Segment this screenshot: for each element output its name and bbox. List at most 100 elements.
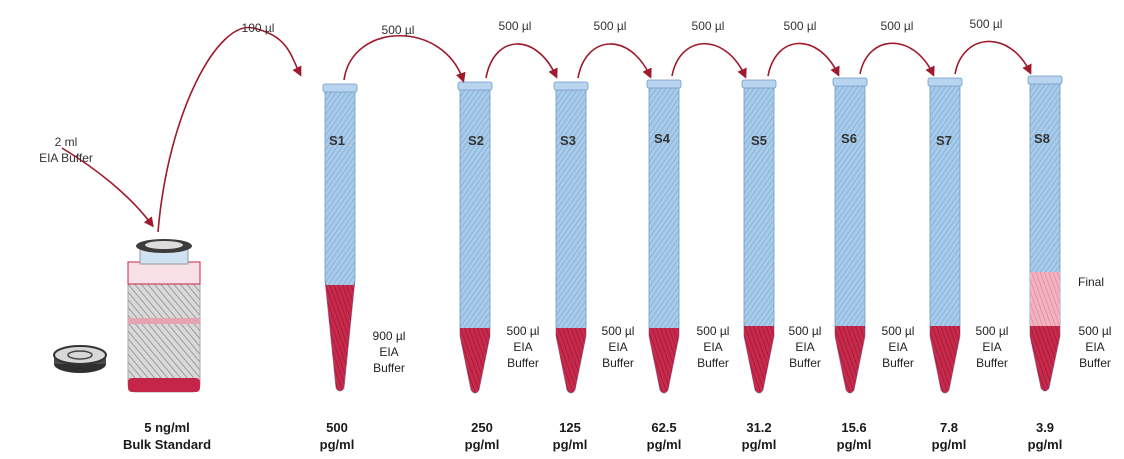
input-buffer-label: EIA Buffer (39, 151, 93, 165)
transfer-label-6: 500 µl (783, 19, 817, 33)
conc-unit-s4: pg/ml (646, 437, 682, 452)
buffer-vol-s4: 500 µl (696, 324, 730, 338)
tube-8 (1027, 75, 1063, 392)
buffer-l1-s5: EIA (795, 340, 815, 354)
conc-value-s2: 250 (471, 420, 493, 435)
tube-1 (322, 83, 358, 392)
tube-3 (553, 81, 589, 394)
tube-name-s5: S5 (751, 133, 767, 148)
buffer-l1-s3: EIA (608, 340, 628, 354)
buffer-l1-s2: EIA (513, 340, 533, 354)
tube-liquid (325, 280, 355, 391)
buffer-vol-s6: 500 µl (881, 324, 915, 338)
transfer-arrow-3 (485, 43, 558, 79)
tube-5 (741, 79, 777, 394)
conc-value-s4: 62.5 (651, 420, 677, 435)
tube-liquid (649, 328, 679, 393)
transfer-label-7: 500 µl (880, 19, 914, 33)
tube-liquid (460, 328, 490, 393)
tube-name-s7: S7 (936, 133, 952, 148)
buffer-l1-s6: EIA (888, 340, 908, 354)
tube-name-s3: S3 (560, 133, 576, 148)
tube-2 (457, 81, 493, 394)
conc-unit-s1: pg/ml (319, 437, 355, 452)
tube-liquid (556, 328, 586, 393)
tube-name-s4: S4 (654, 131, 670, 146)
tube-4 (646, 79, 682, 394)
buffer-l2-s3: Buffer (602, 356, 634, 370)
bulk-name-label: Bulk Standard (122, 437, 212, 452)
conc-value-s1: 500 (326, 420, 348, 435)
tube-name-s8: S8 (1034, 131, 1050, 146)
conc-unit-s3: pg/ml (552, 437, 588, 452)
transfer-arrows-group (157, 26, 1032, 233)
tube-name-s2: S2 (468, 133, 484, 148)
buffer-vol-s2: 500 µl (506, 324, 540, 338)
buffer-l1-s7: EIA (982, 340, 1002, 354)
transfer-arrow-5 (671, 42, 747, 79)
buffer-l2-s8: Buffer (1079, 356, 1111, 370)
tube-rim (832, 77, 868, 87)
transfer-arrow-4 (577, 43, 652, 79)
tube-liquid (930, 326, 960, 393)
tubes-group (322, 75, 1063, 394)
conc-unit-s2: pg/ml (464, 437, 500, 452)
conc-value-s7: 7.8 (939, 420, 959, 435)
buffer-vol-s3: 500 µl (601, 324, 635, 338)
conc-unit-s8: pg/ml (1027, 437, 1063, 452)
conc-value-s3: 125 (559, 420, 581, 435)
input-arrow (61, 147, 154, 228)
transfer-label-5: 500 µl (691, 19, 725, 33)
buffer-l2-s5: Buffer (789, 356, 821, 370)
tube-rim (741, 79, 777, 89)
transfer-label-3: 500 µl (498, 19, 532, 33)
transfer-arrow-8 (954, 40, 1032, 75)
tube-rim (322, 83, 358, 93)
buffer-l1-s8: EIA (1085, 340, 1105, 354)
buffer-l2-s4: Buffer (697, 356, 729, 370)
transfer-label-8: 500 µl (969, 17, 1003, 31)
buffer-l2-s2: Buffer (507, 356, 539, 370)
bulk-vial (127, 239, 201, 393)
transfer-arrow-6 (767, 42, 840, 77)
tube-rim (927, 77, 963, 87)
buffer-l1-s4: EIA (703, 340, 723, 354)
buffer-vol-s7: 500 µl (975, 324, 1009, 338)
buffer-l2-s1: Buffer (373, 361, 405, 375)
buffer-l2-s7: Buffer (976, 356, 1008, 370)
conc-unit-s6: pg/ml (836, 437, 872, 452)
vial-cap (53, 345, 107, 373)
buffer-vol-s1: 900 µl (372, 329, 406, 343)
final-label: Final (1078, 275, 1105, 289)
tube-rim (457, 81, 493, 91)
bulk-conc-label: 5 ng/ml (144, 420, 190, 435)
tube-name-s6: S6 (841, 131, 857, 146)
conc-value-s6: 15.6 (841, 420, 867, 435)
buffer-l2-s6: Buffer (882, 356, 914, 370)
buffer-l1-s1: EIA (379, 345, 399, 359)
tube-liquid (744, 326, 774, 393)
conc-unit-s5: pg/ml (741, 437, 777, 452)
tube-name-s1: S1 (329, 133, 345, 148)
tube-rim (1027, 75, 1063, 85)
transfer-arrow-1 (157, 26, 302, 233)
tube-final-band (1030, 272, 1060, 326)
tube-rim (646, 79, 682, 89)
tube-rim (553, 81, 589, 91)
buffer-vol-s8: 500 µl (1078, 324, 1112, 338)
buffer-vol-s5: 500 µl (788, 324, 822, 338)
transfer-label-1: 100 µl (241, 21, 275, 35)
conc-value-s8: 3.9 (1035, 420, 1055, 435)
input-volume-label: 2 ml (54, 135, 78, 149)
tube-liquid (835, 326, 865, 393)
transfer-label-4: 500 µl (593, 19, 627, 33)
transfer-arrow-7 (859, 42, 935, 77)
tube-7 (927, 77, 963, 394)
transfer-arrow-2 (343, 35, 466, 83)
transfer-label-2: 500 µl (381, 23, 415, 37)
tube-liquid (1030, 326, 1060, 391)
conc-unit-s7: pg/ml (931, 437, 967, 452)
conc-value-s5: 31.2 (746, 420, 772, 435)
